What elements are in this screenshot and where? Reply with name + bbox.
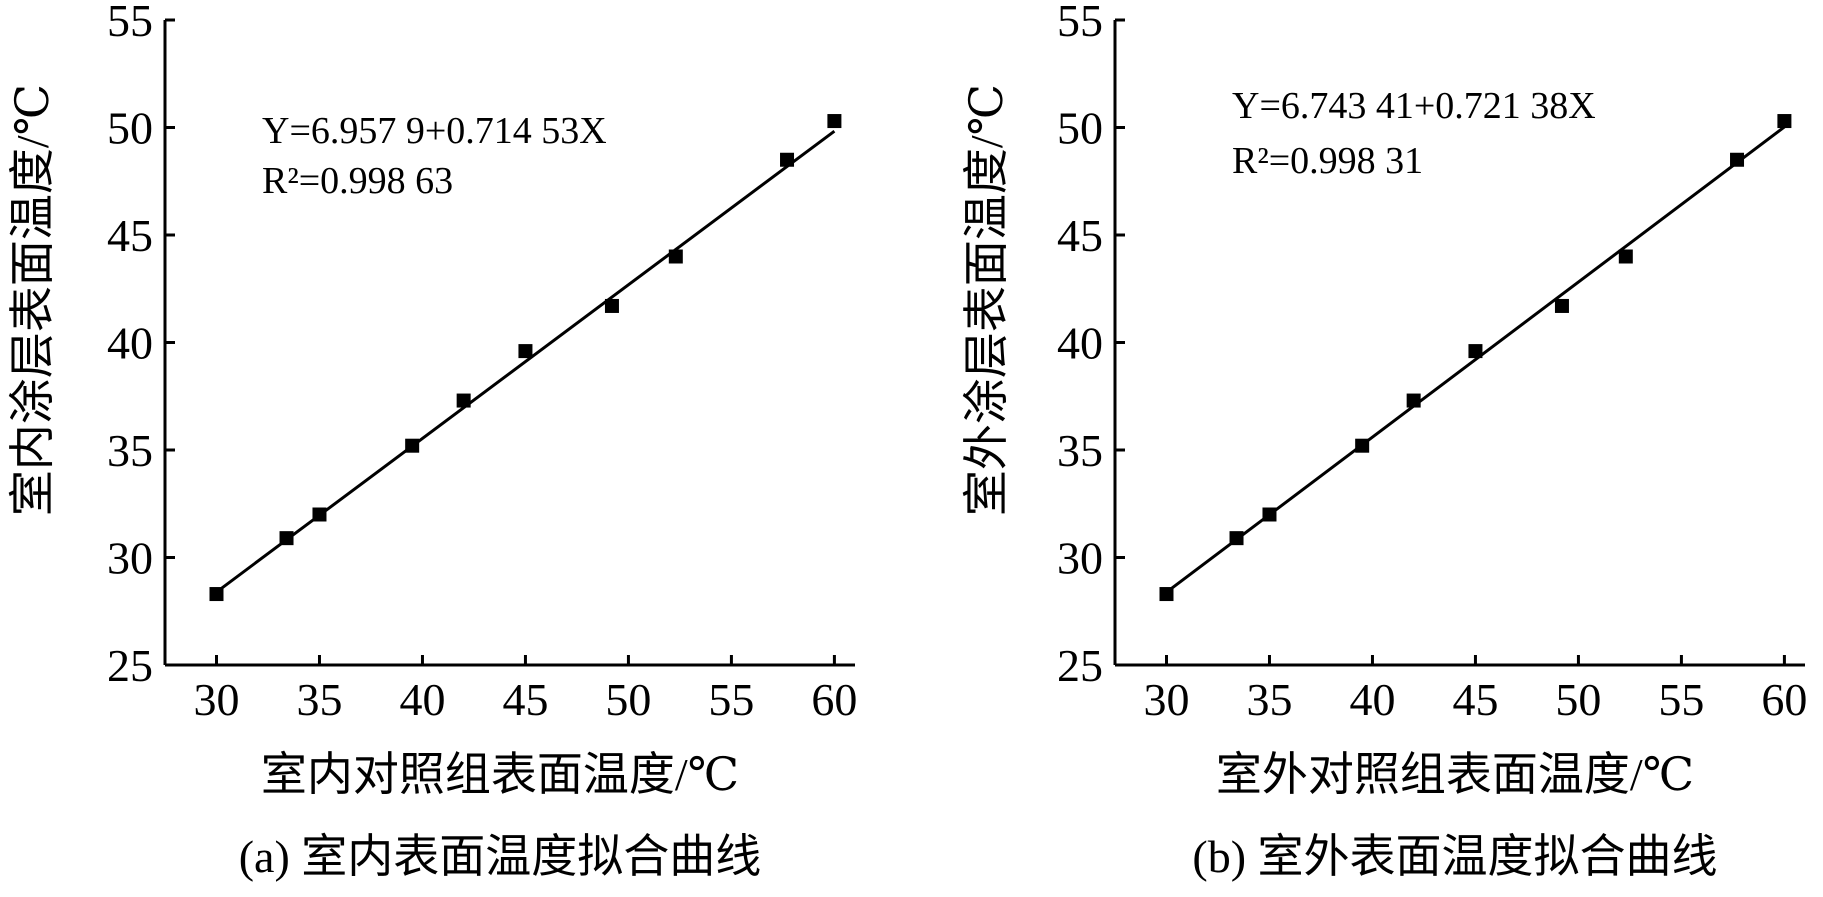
x-tick-label: 40	[1349, 674, 1395, 725]
x-tick-label: 35	[296, 674, 342, 725]
x-tick-label: 45	[1452, 674, 1498, 725]
x-tick-label: 30	[1143, 674, 1189, 725]
x-tick-label: 50	[1555, 674, 1601, 725]
x-tick-label: 55	[708, 674, 754, 725]
y-tick-label: 25	[107, 640, 153, 691]
x-tick-label: 35	[1246, 674, 1292, 725]
x-tick-label: 60	[1761, 674, 1807, 725]
r-squared-label: R²=0.998 31	[1232, 140, 1423, 182]
y-tick-label: 40	[1057, 318, 1103, 369]
fit-equation: Y=6.957 9+0.714 53X	[262, 110, 607, 152]
y-tick-label: 35	[1057, 425, 1103, 476]
data-point	[668, 249, 683, 264]
y-tick-label: 45	[107, 210, 153, 261]
data-point	[312, 507, 327, 522]
x-tick-label: 60	[811, 674, 857, 725]
x-tick-label: 55	[1658, 674, 1704, 725]
fit-equation: Y=6.743 41+0.721 38X	[1232, 85, 1596, 127]
y-axis-title: 室内涂层表面温度/℃	[7, 84, 58, 516]
x-tick-label: 30	[193, 674, 239, 725]
panel-caption: (a) 室内表面温度拟合曲线	[239, 831, 762, 882]
data-point	[1554, 298, 1569, 313]
data-point	[456, 393, 471, 408]
x-axis-title: 室外对照组表面温度/℃	[1216, 749, 1694, 800]
chart-panel-b: 30 35 40 45 50 55 60 25 30 35 40 45 50 55 Y=6.743 41+…	[961, 0, 1807, 882]
panel-caption: (b) 室外表面温度拟合曲线	[1192, 831, 1717, 882]
fit-line	[1165, 125, 1786, 594]
x-tick-label: 50	[605, 674, 651, 725]
data-point	[1468, 344, 1483, 359]
data-point	[1159, 587, 1174, 602]
data-point	[1618, 249, 1633, 264]
y-tick-label: 55	[1057, 0, 1103, 46]
data-point	[518, 344, 533, 359]
y-tick-label: 45	[1057, 210, 1103, 261]
y-axis-title: 室外涂层表面温度/℃	[961, 84, 1012, 516]
data-point	[279, 531, 294, 546]
data-point	[604, 298, 619, 313]
y-tick-label: 50	[1057, 103, 1103, 154]
x-tick-label: 45	[502, 674, 548, 725]
y-tick-label: 25	[1057, 640, 1103, 691]
data-point	[1730, 152, 1745, 167]
data-point	[405, 438, 420, 453]
x-tick-label: 40	[399, 674, 445, 725]
y-tick-label: 30	[107, 533, 153, 584]
data-point	[209, 587, 224, 602]
y-tick-label: 30	[1057, 533, 1103, 584]
data-point	[1262, 507, 1277, 522]
data-point	[1777, 114, 1792, 129]
r-squared-label: R²=0.998 63	[262, 160, 453, 202]
data-point	[1406, 393, 1421, 408]
x-axis-title: 室内对照组表面温度/℃	[261, 749, 739, 800]
chart-panel-a: 30 35 40 45 50 55 60 25 30 35 40 45 50 55 Y=6.957 9+0…	[7, 0, 857, 882]
y-tick-label: 40	[107, 318, 153, 369]
y-tick-label: 35	[107, 425, 153, 476]
data-point	[827, 114, 842, 129]
data-point	[1229, 531, 1244, 546]
y-tick-label: 50	[107, 103, 153, 154]
y-tick-label: 55	[107, 0, 153, 46]
data-point	[1355, 438, 1370, 453]
data-point	[780, 152, 795, 167]
